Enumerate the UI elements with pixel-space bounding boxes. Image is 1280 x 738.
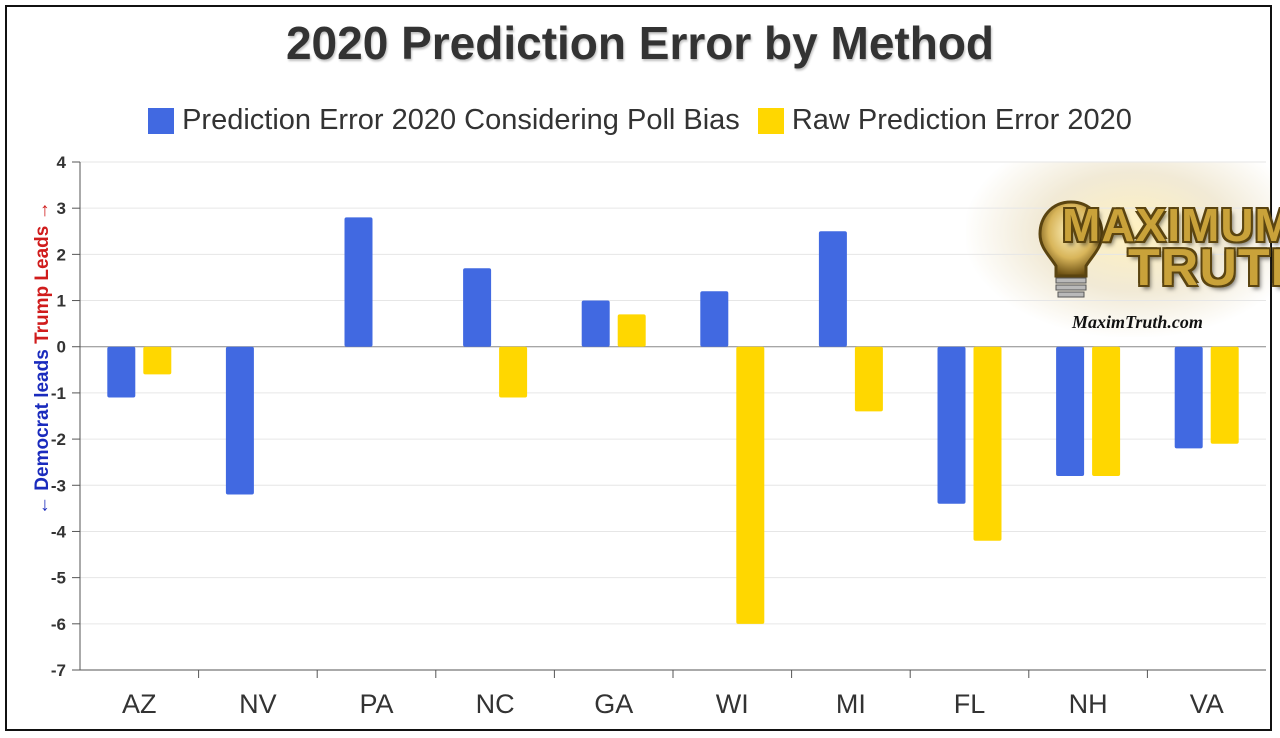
bar-bias (107, 346, 136, 398)
x-tick-label: NC (476, 689, 515, 719)
logo-glow (966, 162, 1271, 337)
bar-bias (1174, 346, 1203, 449)
bar-bias (225, 346, 254, 495)
legend-swatch-raw (757, 107, 784, 134)
y-tick-label: -4 (51, 522, 67, 541)
bar-raw (617, 314, 646, 347)
chart-legend: Prediction Error 2020 Considering Poll B… (0, 104, 1280, 137)
legend-item-raw: Raw Prediction Error 2020 (757, 104, 1132, 137)
x-tick-label: NH (1069, 689, 1108, 719)
bar-bias (700, 291, 729, 347)
bar-bias (463, 268, 492, 347)
x-tick-label: VA (1190, 689, 1224, 719)
bar-bias (1056, 346, 1085, 477)
bar-raw (1092, 346, 1121, 477)
y-tick-label: -3 (51, 476, 66, 495)
y-tick-label: 4 (57, 153, 67, 172)
x-tick-label: GA (594, 689, 633, 719)
lightbulb-icon (1038, 200, 1104, 298)
x-tick-label: PA (359, 689, 393, 719)
chart-title: 2020 Prediction Error by Method (285, 17, 995, 69)
legend-swatch-bias (148, 107, 175, 134)
bar-bias (344, 217, 373, 347)
y-tick-label: -2 (51, 430, 66, 449)
logo-url: MaximTruth.com (1072, 312, 1203, 332)
legend-item-bias: Prediction Error 2020 Considering Poll B… (148, 104, 740, 137)
x-tick-label: FL (954, 689, 986, 719)
bar-raw (736, 346, 765, 624)
y-tick-label: 1 (57, 292, 66, 311)
legend-label-raw: Raw Prediction Error 2020 (791, 104, 1132, 136)
y-tick-label: -5 (51, 569, 66, 588)
x-tick-label: AZ (122, 689, 157, 719)
bar-bias (937, 346, 966, 504)
y-tick-label: 3 (57, 199, 66, 218)
bar-raw (973, 346, 1002, 541)
x-tick-label: MI (836, 689, 866, 719)
logo-word-truth: TRUTH (1128, 239, 1280, 297)
y-tick-label: 2 (57, 245, 66, 264)
legend-label-bias: Prediction Error 2020 Considering Poll B… (182, 104, 740, 136)
y-tick-label: -6 (51, 615, 66, 634)
bar-bias (818, 231, 847, 347)
maximum-truth-logo: MAXIMUM TRUTH MaximTruth.com (1036, 198, 1280, 338)
bar-bias (581, 300, 610, 347)
x-tick-label: NV (239, 689, 277, 719)
bar-raw (143, 346, 172, 375)
logo-word-maximum: MAXIMUM (1062, 199, 1280, 251)
x-tick-label: WI (716, 689, 749, 719)
y-tick-label: 0 (57, 338, 66, 357)
y-tick-label: -7 (51, 661, 66, 680)
bar-raw (854, 346, 883, 412)
bar-raw (1210, 346, 1239, 444)
y-tick-label: -1 (51, 384, 66, 403)
bar-raw (499, 346, 528, 398)
